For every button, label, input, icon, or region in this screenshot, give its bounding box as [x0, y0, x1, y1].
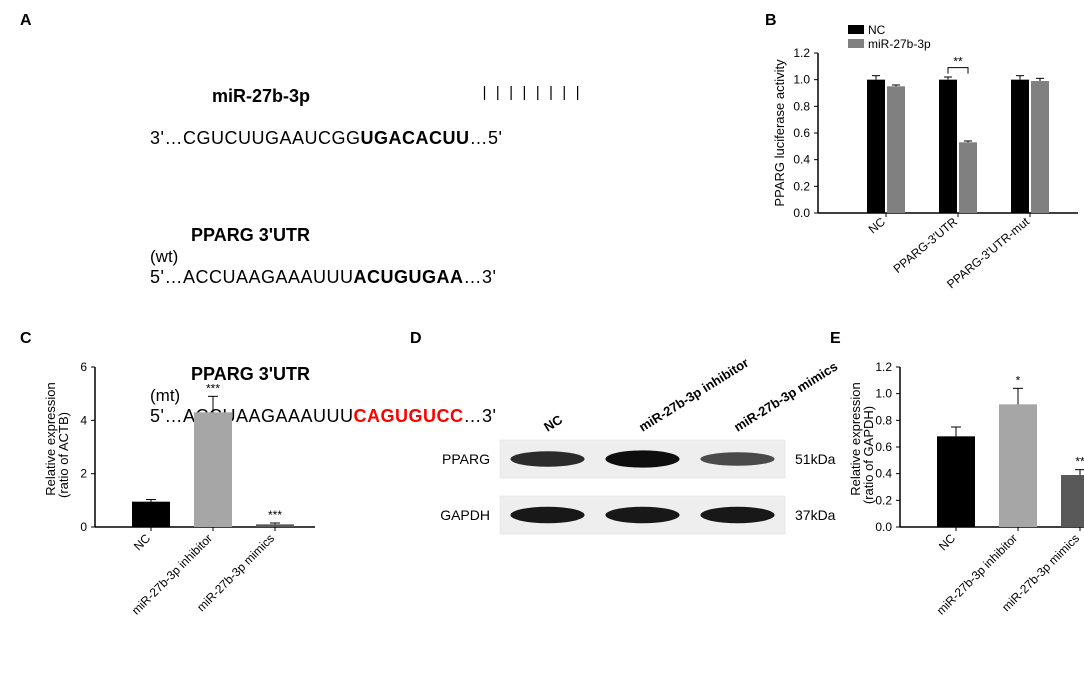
ytick-label: 0.4: [793, 153, 810, 167]
wt-seq-pre: 5'…ACCUAAGAAAUUU: [150, 267, 353, 287]
ytick-label: 0.6: [875, 440, 892, 454]
ytick-label: 0.4: [875, 467, 892, 481]
mir-type: [150, 108, 195, 128]
row-label: GAPDH: [440, 507, 490, 523]
chart-b-svg: NCmiR-27b-3p0.00.20.40.60.81.01.2PPARG l…: [770, 25, 1084, 303]
panel-a: miR-27b-3p 3'…CGUCUUGAAUCGGUGACACUU…5' P…: [30, 10, 730, 250]
legend-swatch: [848, 39, 864, 48]
significance-label: ***: [268, 508, 282, 522]
panel-d-label: D: [410, 330, 422, 348]
band: [510, 507, 584, 524]
legend: NCmiR-27b-3p: [848, 23, 931, 51]
ytick-label: 0.0: [793, 206, 810, 220]
xtick-label: PPARG-3'UTR: [891, 214, 961, 276]
westernblot-svg: NCmiR-27b-3p inhibitormiR-27b-3p mimicsP…: [430, 355, 840, 552]
panel-d-westernblot: NCmiR-27b-3p inhibitormiR-27b-3p mimicsP…: [430, 355, 840, 557]
bar: [1031, 81, 1049, 213]
legend-text: miR-27b-3p: [868, 37, 931, 51]
ytick-label: 0.0: [875, 520, 892, 534]
band: [510, 451, 584, 467]
chart-svg: 0246Relative expression(ratio of ACTB)NC…: [40, 355, 321, 662]
bar: [937, 436, 975, 527]
significance-label: **: [953, 55, 963, 69]
lane-label: miR-27b-3p mimics: [731, 359, 840, 435]
bar: [867, 80, 885, 213]
panel-e-label: E: [830, 330, 841, 348]
ytick-label: 6: [80, 360, 87, 374]
ytick-label: 0.2: [793, 179, 810, 193]
bar: [132, 502, 170, 527]
lane-label: NC: [541, 412, 565, 435]
mir-seq: 3'…CGUCUUGAAUCGGUGACACUU…5': [150, 128, 502, 148]
wt-seq: 5'…ACCUAAGAAAUUUACUGUGAA…3': [150, 267, 496, 287]
figure-root: A miR-27b-3p 3'…CGUCUUGAAUCGGUGACACUU…5'…: [10, 10, 1074, 681]
wt-seq-post: …3': [464, 267, 497, 287]
row-label: PPARG: [442, 451, 490, 467]
legend-swatch: [848, 25, 864, 34]
y-axis-label-2: (ratio of GAPDH): [861, 406, 876, 504]
ytick-label: 1.0: [875, 387, 892, 401]
ytick-label: 0.6: [793, 126, 810, 140]
bar: [887, 86, 905, 213]
ytick-label: 0: [80, 520, 87, 534]
xtick-label: NC: [866, 214, 889, 236]
mir-seq-post: …5': [469, 128, 502, 148]
panel-c-chart: 0246Relative expression(ratio of ACTB)NC…: [40, 355, 321, 667]
y-axis-label-2: (ratio of ACTB): [56, 412, 71, 498]
wt-label: PPARG 3'UTR: [150, 225, 310, 246]
ytick-label: 2: [80, 467, 87, 481]
ytick-label: 0.2: [875, 493, 892, 507]
legend-text: NC: [868, 23, 886, 37]
ytick-label: 4: [80, 413, 87, 427]
ytick-label: 0.8: [793, 99, 810, 113]
significance-label: *: [1016, 373, 1021, 387]
mir-label: miR-27b-3p: [150, 86, 310, 107]
band: [605, 450, 679, 467]
panel-e-chart: 0.00.20.40.60.81.01.2Relative expression…: [845, 355, 1084, 667]
bar: [999, 404, 1037, 527]
wt-type: (wt): [150, 247, 195, 267]
band: [700, 452, 774, 466]
pairing-lines: ||||||||: [480, 89, 586, 99]
mir-seq-pre: 3'…CGUCUUGAAUCGG: [150, 128, 360, 148]
band: [605, 507, 679, 524]
seq-row-wt: PPARG 3'UTR (wt) 5'…ACCUAAGAAAUUUACUGUGA…: [110, 204, 502, 309]
bar: [194, 412, 232, 527]
wt-seq-bold: ACUGUGAA: [354, 267, 464, 287]
mir-seq-bold: UGACACUU: [360, 128, 469, 148]
size-label: 37kDa: [795, 507, 836, 523]
y-axis-label: PPARG luciferase activity: [772, 59, 787, 207]
significance-label: **: [1075, 455, 1084, 469]
panel-b-chart: NCmiR-27b-3p0.00.20.40.60.81.01.2PPARG l…: [770, 25, 1084, 308]
ytick-label: 0.8: [875, 413, 892, 427]
size-label: 51kDa: [795, 451, 836, 467]
bar: [1011, 80, 1029, 213]
bar: [939, 80, 957, 213]
ytick-label: 1.2: [793, 46, 810, 60]
chart-svg: 0.00.20.40.60.81.01.2Relative expression…: [845, 355, 1084, 662]
bar: [256, 524, 294, 527]
bar: [1061, 475, 1084, 527]
bar: [959, 142, 977, 213]
seq-row-mir: miR-27b-3p 3'…CGUCUUGAAUCGGUGACACUU…5': [110, 65, 502, 170]
ytick-label: 1.0: [793, 73, 810, 87]
ytick-label: 1.2: [875, 360, 892, 374]
xtick-label: NC: [131, 531, 153, 553]
xtick-label: NC: [936, 531, 958, 553]
panel-c-label: C: [20, 330, 32, 348]
band: [700, 507, 774, 524]
significance-label: ***: [206, 381, 220, 395]
